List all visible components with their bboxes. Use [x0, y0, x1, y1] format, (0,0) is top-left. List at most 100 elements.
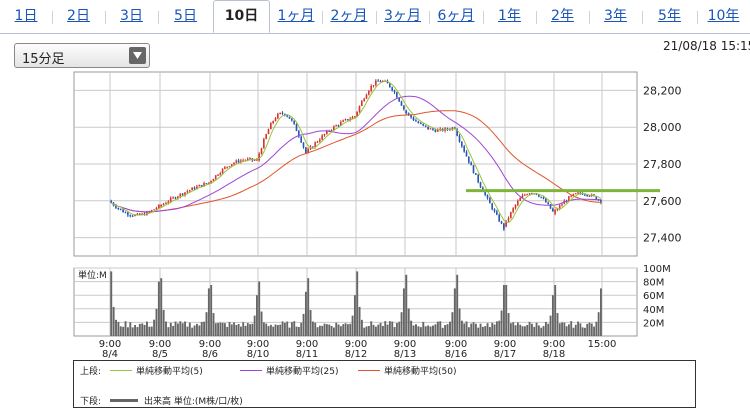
legend-lower-label: 下段:	[80, 397, 102, 407]
candle-body	[302, 142, 305, 148]
volume-bar	[422, 321, 425, 336]
tab-8[interactable]: 3ヶ月	[384, 8, 421, 24]
candle-body	[153, 209, 155, 211]
candle-body	[235, 160, 238, 163]
candle-body	[279, 112, 281, 114]
candle-body	[410, 114, 412, 118]
candle-body	[586, 194, 588, 196]
tab-14[interactable]: 10年	[707, 8, 740, 24]
tab-separator	[429, 11, 430, 24]
candle-body	[461, 141, 463, 147]
volume-bar	[377, 324, 380, 336]
volume-bar	[349, 323, 352, 336]
candle-body	[342, 120, 344, 122]
volume-bar	[488, 327, 491, 336]
volume-bar	[502, 285, 505, 336]
volume-bar	[432, 325, 434, 336]
volume-bar	[561, 322, 563, 336]
candle-body	[131, 215, 134, 217]
candle-body	[203, 183, 205, 187]
candle-body	[129, 215, 132, 217]
x-tick-time: 9:00	[149, 339, 171, 350]
volume-bar	[112, 306, 115, 336]
candle-body	[405, 110, 408, 114]
candle-body	[386, 80, 389, 84]
candle-body	[552, 208, 554, 212]
candle-body	[307, 149, 309, 153]
volume-bar	[498, 320, 501, 336]
volume-bar	[558, 323, 561, 336]
candle-body	[403, 105, 405, 110]
candle-body	[505, 220, 507, 227]
candle-body	[547, 202, 549, 205]
volume-bar	[290, 322, 293, 336]
candle-body	[295, 124, 298, 132]
volume-bar	[540, 327, 543, 336]
volume-bar	[600, 288, 602, 336]
volume-bar	[374, 326, 377, 336]
candle-body	[600, 199, 602, 203]
volume-bar	[237, 323, 240, 336]
candle-body	[265, 134, 267, 139]
volume-bar	[198, 325, 201, 336]
tab-3[interactable]: 3日	[120, 8, 143, 24]
candle-body	[458, 135, 461, 142]
x-tick-date: 8/12	[345, 349, 367, 360]
tab-separator	[105, 11, 106, 24]
volume-bar	[174, 321, 177, 336]
volume-bar	[129, 322, 132, 336]
volume-bar	[328, 324, 331, 336]
volume-bar	[172, 325, 175, 336]
volume-bar	[477, 327, 480, 336]
tab-1[interactable]: 1日	[14, 8, 38, 24]
legend-volume-swatch	[110, 399, 138, 402]
candle-body	[136, 213, 139, 215]
volume-bar	[337, 324, 340, 336]
candle-body	[422, 123, 425, 126]
candle-body	[256, 159, 258, 161]
volume-bar	[311, 321, 314, 336]
tab-10[interactable]: 1年	[498, 8, 521, 24]
candle-body	[427, 126, 429, 130]
tab-9[interactable]: 6ヶ月	[437, 8, 475, 24]
candle-body	[326, 130, 328, 135]
candle-body	[528, 193, 531, 195]
candle-body	[417, 121, 420, 124]
candle-body	[274, 118, 277, 121]
legend-ma25: 単純移動平均(25)	[266, 367, 339, 377]
x-tick-date: 8/11	[296, 349, 318, 360]
volume-bar	[283, 322, 286, 336]
candle-body	[558, 205, 561, 210]
candle-body	[449, 129, 451, 131]
volume-bar	[148, 326, 151, 336]
tab-2[interactable]: 2日	[67, 8, 90, 24]
volume-bar	[307, 278, 310, 336]
volume-bar	[186, 326, 189, 336]
volume-bar	[181, 323, 184, 336]
volume-bar	[244, 325, 247, 336]
candle-body	[196, 186, 198, 190]
volume-bar	[581, 327, 584, 336]
volume-bar	[146, 321, 148, 336]
tab-7[interactable]: 2ヶ月	[330, 8, 368, 24]
tab-11[interactable]: 2年	[551, 8, 574, 24]
tab-13[interactable]: 5年	[658, 8, 681, 24]
volume-bar	[316, 327, 319, 336]
tab-4[interactable]: 5日	[174, 8, 197, 24]
interval-select[interactable]: 15分足	[14, 43, 150, 68]
volume-bar	[160, 278, 163, 336]
candle-body	[210, 181, 212, 183]
tab-5[interactable]: 10日	[213, 0, 270, 33]
volume-bar	[460, 320, 463, 336]
volume-bar	[521, 326, 524, 336]
volume-bar	[203, 321, 206, 336]
tab-separator	[589, 11, 590, 24]
tab-6[interactable]: 1ヶ月	[277, 8, 315, 24]
volume-bar	[512, 322, 515, 336]
candle-body	[415, 120, 417, 122]
volume-bar	[119, 326, 122, 336]
tab-12[interactable]: 3年	[604, 8, 627, 24]
tab-separator	[483, 11, 484, 24]
volume-bar	[593, 326, 595, 336]
x-tick-time: 9:00	[247, 339, 269, 350]
